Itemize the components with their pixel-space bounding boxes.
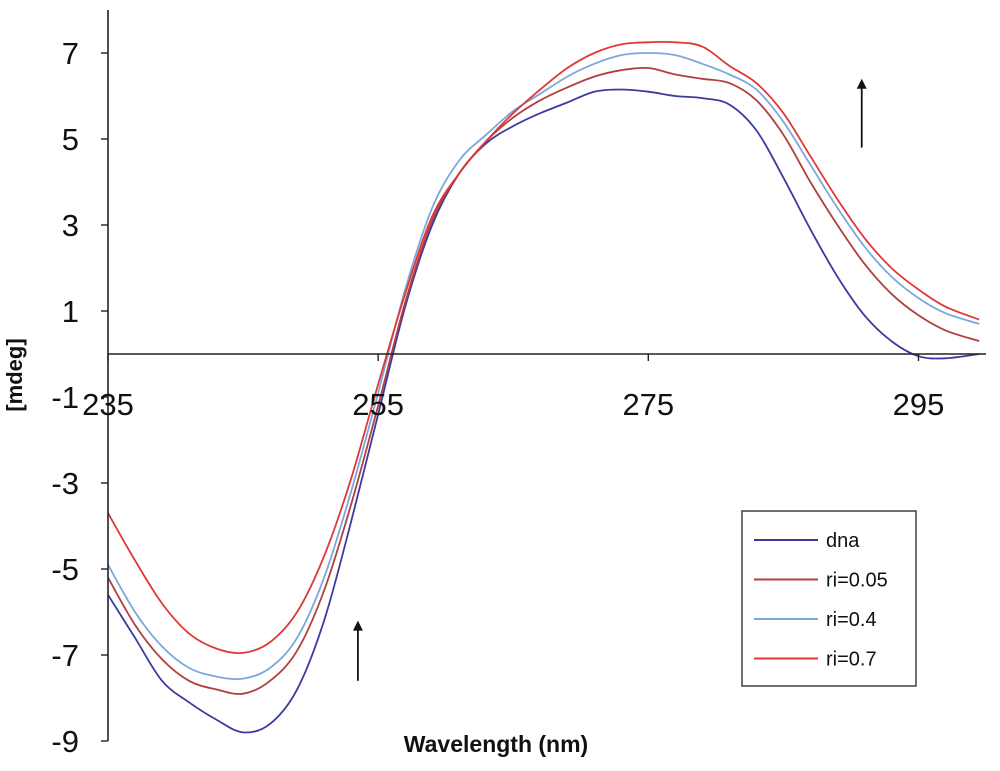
x-tick-label: 255 — [352, 387, 404, 422]
y-tick-label: -3 — [51, 466, 79, 501]
y-tick-label: 7 — [62, 36, 79, 71]
y-tick-label: -7 — [51, 638, 79, 673]
legend-label: ri=0.4 — [826, 609, 877, 631]
x-axis-label: Wavelength (nm) — [404, 731, 588, 757]
y-tick-label: 5 — [62, 122, 79, 157]
arrow-head — [352, 620, 363, 631]
y-tick-label: 1 — [62, 294, 79, 329]
y-axis-ticks: -9 -7 -5 -3 -1 1 3 5 7 — [51, 36, 108, 759]
legend-label: ri=0.05 — [826, 570, 888, 592]
x-axis-ticks: 235 255 275 295 — [82, 354, 944, 422]
y-tick-label: -1 — [51, 380, 79, 415]
annotation-layer — [352, 78, 867, 681]
legend-items: dna ri=0.05 ri=0.4 ri=0.7 — [754, 530, 888, 671]
x-tick-label: 295 — [893, 387, 945, 422]
x-tick-label: 275 — [622, 387, 674, 422]
arrow-head — [856, 78, 867, 89]
legend-label: dna — [826, 530, 860, 552]
series-line-dna — [107, 88, 980, 734]
series-layer — [107, 40, 980, 734]
y-axis-label: [mdeg] — [2, 338, 27, 411]
series-line-ri-0-05 — [107, 66, 980, 695]
legend: dna ri=0.05 ri=0.4 ri=0.7 — [741, 510, 917, 687]
x-tick-label: 235 — [82, 387, 134, 422]
y-tick-label: -9 — [51, 724, 79, 759]
legend-label: ri=0.7 — [826, 649, 877, 671]
series-line-ri-0-7 — [107, 40, 980, 655]
y-tick-label: -5 — [51, 552, 79, 587]
y-tick-label: 3 — [62, 208, 79, 243]
